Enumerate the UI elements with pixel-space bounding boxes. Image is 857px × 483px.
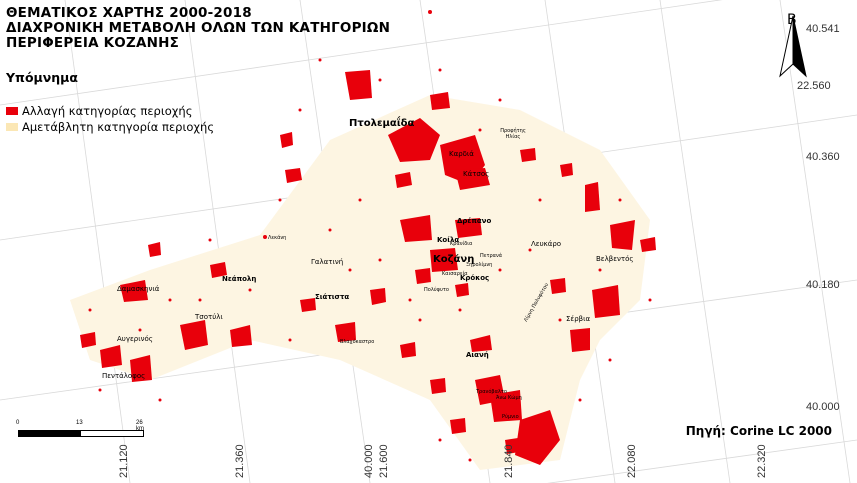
legend-label-unchanged: Αμετάβλητη κατηγορία περιοχής (22, 120, 215, 134)
town-katsos: Κάτσος (463, 170, 490, 178)
coord-lat-2: 22.560 (797, 80, 831, 92)
town-small-1: Πετρανά (480, 253, 503, 259)
town-lekani: Λεκάνη (268, 235, 287, 241)
legend-swatch-changed (6, 107, 18, 115)
coord-lat-5: 40.000 (806, 401, 840, 413)
coord-lon-3: 40.000 (363, 444, 375, 478)
scale-bar: 0 13 26 km (16, 420, 151, 440)
town-lefkaro: Λευκάρο (531, 240, 562, 248)
town-ptolemaida: Πτολεμαΐδα (349, 118, 415, 129)
source-credit: Πηγή: Corine LC 2000 (685, 424, 832, 438)
town-small-7: Τρανόβαλτο (476, 389, 507, 395)
scale-tick-0: 0 (16, 420, 20, 426)
town-pentalofos: Πεντάλοφος (102, 372, 146, 380)
town-kozani: Κοζάνη (433, 254, 475, 265)
coord-lat-1: 40.541 (806, 23, 840, 35)
coord-lon-6: 22.080 (626, 444, 638, 478)
legend-item-changed: Αλλαγή κατηγορίας περιοχής (6, 104, 192, 118)
legend-swatch-unchanged (6, 123, 18, 131)
title-line-3: ΠΕΡΙΦΕΡΕΙΑ ΚΟΖΑΝΗΣ (6, 35, 180, 51)
scale-tick-2: 26 km (136, 420, 144, 432)
town-vlachokastro: Βλαχόκαστρο (340, 339, 375, 345)
coord-lat-4: 40.180 (806, 279, 840, 291)
map-title: ΘΕΜΑΤΙΚΟΣ ΧΑΡΤΗΣ 2000-2018 ΔΙΑΧΡΟΝΙΚΗ ΜΕ… (6, 6, 390, 51)
town-small-4: Πολύφυτο (424, 287, 449, 293)
town-tsotyli: Τσοτύλι (195, 313, 223, 321)
title-line-1: ΘΕΜΑΤΙΚΟΣ ΧΑΡΤΗΣ 2000-2018 (6, 5, 252, 21)
title-line-2: ΔΙΑΧΡΟΝΙΚΗ ΜΕΤΑΒΟΛΗ ΟΛΩΝ ΤΩΝ ΚΑΤΗΓΟΡΙΩΝ (6, 20, 391, 36)
town-kardia: Καρδιά (449, 150, 474, 158)
town-small-6: Ρύμνιο (502, 414, 519, 420)
town-galatini: Γαλατινή (311, 258, 344, 266)
change-specks (88, 10, 652, 462)
coord-lon-5: 21.840 (503, 444, 515, 478)
coord-lon-4: 21.600 (378, 444, 390, 478)
town-damaskinia: Δαμασκηνιά (117, 285, 160, 293)
town-small-3: Ξηρολίμνη (466, 262, 493, 268)
scale-tick-1: 13 (76, 420, 83, 426)
town-siatista: Σιάτιστα (315, 293, 350, 301)
town-avgerinos: Αυγερινός (117, 335, 153, 343)
legend-title: Υπόμνημα (6, 70, 78, 85)
scale-segment-2 (80, 430, 144, 437)
town-small-8: Κρανίδια (450, 241, 473, 247)
town-velvento: Βελβεντός (596, 255, 634, 263)
north-arrow-icon (779, 15, 807, 78)
town-servia: Σέρβια (566, 315, 591, 323)
scale-segment-1 (18, 430, 82, 437)
town-small-5: Άνω Κώμη (496, 395, 522, 401)
town-aiani: Αιανή (466, 351, 489, 359)
town-small-2: Καισαρεία (442, 271, 468, 277)
change-patches (80, 70, 656, 465)
coord-lat-3: 40.360 (806, 151, 840, 163)
unchanged-area (70, 95, 650, 470)
town-neapoli: Νεάπολη (222, 275, 257, 283)
coord-lon-2: 21.360 (234, 444, 246, 478)
town-prof-ilias: Προφήτης Ηλίας (500, 128, 526, 140)
town-koila: Κοίλα (437, 236, 460, 244)
town-drepano: Δρέπανο (457, 217, 492, 225)
legend-item-unchanged: Αμετάβλητη κατηγορία περιοχής (6, 120, 214, 134)
town-krokos: Κρόκος (460, 274, 490, 282)
coord-lon-7: 22.320 (756, 444, 768, 478)
coord-lon-1: 21.120 (118, 444, 130, 478)
legend-label-changed: Αλλαγή κατηγορίας περιοχής (22, 104, 193, 118)
